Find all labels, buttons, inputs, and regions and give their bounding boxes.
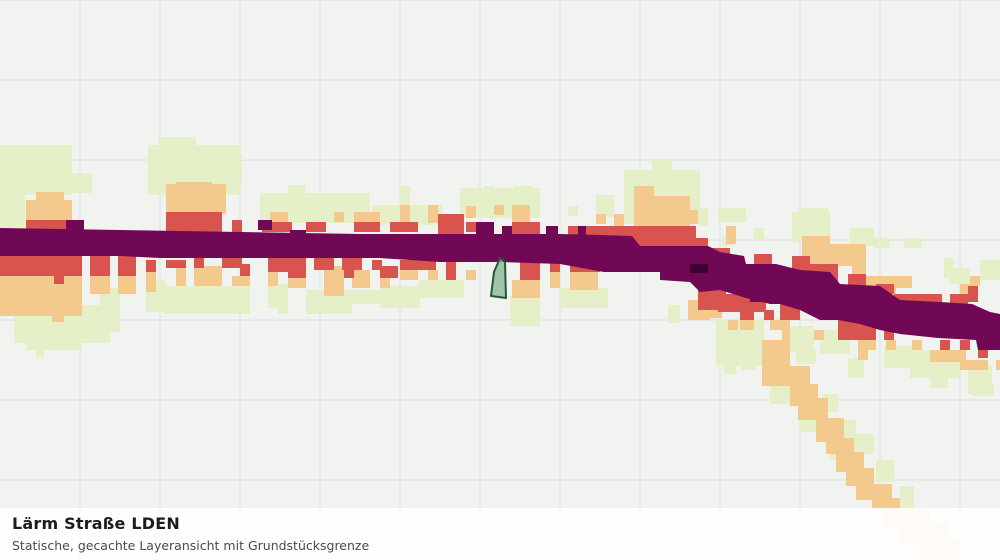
noise-zone-mid: [26, 182, 980, 296]
map-title: Lärm Straße LDEN: [12, 514, 180, 533]
noise-zone-mid: [762, 340, 900, 510]
map-caption: Lärm Straße LDEN Statische, gecachte Lay…: [0, 508, 1000, 560]
noise-zone-high: [0, 256, 988, 358]
noise-zone-extreme: [690, 264, 708, 273]
noise-layer-lden: [0, 137, 1000, 560]
map-subtitle: Statische, gecachte Layeransicht mit Gru…: [12, 538, 370, 553]
parcel-boundary[interactable]: [490, 257, 507, 299]
noise-zone-high: [740, 312, 754, 320]
noise-zone-very-high: [0, 220, 1000, 350]
noise-zone-mid: [0, 266, 1000, 370]
noise-zone-low: [14, 280, 994, 396]
parcel-polygon[interactable]: [490, 257, 507, 299]
